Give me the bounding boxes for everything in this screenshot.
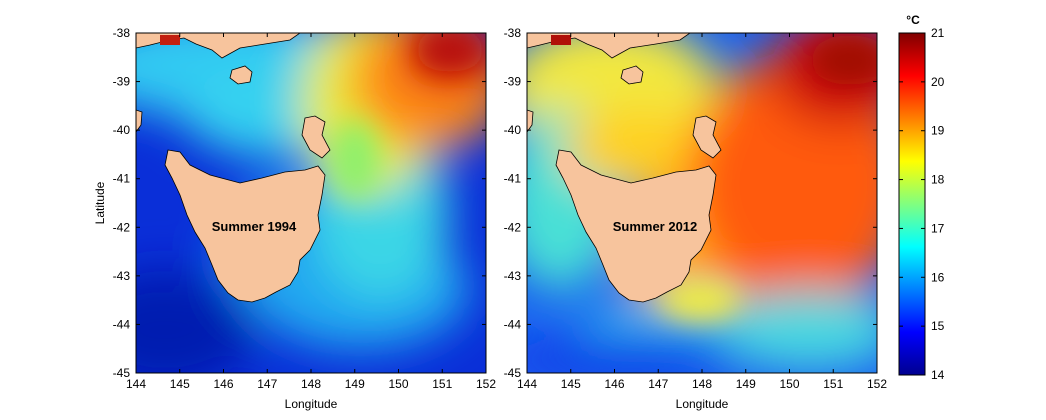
colorbar-tick-label: 17 — [931, 221, 945, 235]
colorbar: °C 21 20 19 18 17 16 15 14 — [898, 13, 945, 382]
map-panel-summer-2012: Summer 2012 144 145 146 147 148 149 150 151 152 -… — [504, 26, 888, 411]
x-tick-label: 147 — [257, 377, 277, 391]
y-tick-label: -42 — [504, 220, 522, 234]
colorbar-tick-label: 16 — [931, 270, 945, 284]
y-tick-label: -42 — [113, 220, 131, 234]
x-tick-label: 147 — [648, 377, 668, 391]
land-mass — [527, 33, 722, 303]
y-tick-label: -41 — [504, 172, 522, 186]
y-tick-label: -43 — [113, 269, 131, 283]
map-label: Summer 2012 — [613, 219, 698, 234]
x-tick-label: 148 — [692, 377, 712, 391]
sst-field — [527, 33, 877, 373]
x-tick-label: 146 — [604, 377, 624, 391]
map-panel-summer-1994: Summer 1994 144 145 146 147 148 149 150 151 152 -… — [93, 26, 497, 411]
x-tick-label: 146 — [213, 377, 233, 391]
land-mass — [136, 33, 331, 303]
x-axis-label: Longitude — [285, 397, 338, 411]
x-tick-label: 150 — [388, 377, 408, 391]
colorbar-tick-label: 20 — [931, 75, 945, 89]
y-tick-label: -45 — [113, 366, 131, 380]
x-axis-label: Longitude — [676, 397, 729, 411]
y-tick-label: -40 — [113, 123, 131, 137]
axis-group: 144 145 146 147 148 149 150 151 152 -38 -39 -40 -41 -… — [113, 26, 497, 391]
x-tick-label: 151 — [432, 377, 452, 391]
axis-group: 144 145 146 147 148 149 150 151 152 -38 -39 -40 -41 -… — [504, 26, 888, 391]
y-axis-label: Latitude — [93, 181, 107, 224]
colorbar-unit-label: °C — [906, 13, 920, 27]
x-tick-label: 144 — [517, 377, 537, 391]
colorbar-tick-label: 19 — [931, 124, 945, 138]
y-tick-label: -44 — [504, 317, 522, 331]
y-tick-label: -38 — [113, 26, 131, 40]
colorbar-tick-label: 14 — [931, 368, 945, 382]
map-label: Summer 1994 — [212, 219, 297, 234]
y-tick-label: -44 — [113, 317, 131, 331]
x-tick-label: 145 — [561, 377, 581, 391]
y-tick-label: -45 — [504, 366, 522, 380]
x-tick-label: 151 — [823, 377, 843, 391]
x-tick-label: 149 — [736, 377, 756, 391]
x-tick-label: 149 — [345, 377, 365, 391]
y-tick-label: -40 — [504, 123, 522, 137]
colorbar-tick-label: 15 — [931, 319, 945, 333]
colorbar-tick-group: 21 20 19 18 17 16 15 14 — [899, 26, 945, 382]
y-tick-label: -43 — [504, 269, 522, 283]
x-tick-label: 152 — [867, 377, 887, 391]
colorbar-tick-label: 18 — [931, 173, 945, 187]
x-tick-label: 148 — [301, 377, 321, 391]
y-tick-label: -39 — [504, 75, 522, 89]
x-tick-label: 144 — [126, 377, 146, 391]
x-tick-label: 152 — [476, 377, 496, 391]
sst-field — [136, 33, 486, 373]
colorbar-tick-label: 21 — [931, 26, 945, 40]
colorbar-gradient — [898, 32, 926, 376]
y-tick-label: -38 — [504, 26, 522, 40]
x-tick-label: 150 — [779, 377, 799, 391]
x-tick-label: 145 — [170, 377, 190, 391]
y-tick-label: -41 — [113, 172, 131, 186]
y-tick-label: -39 — [113, 75, 131, 89]
